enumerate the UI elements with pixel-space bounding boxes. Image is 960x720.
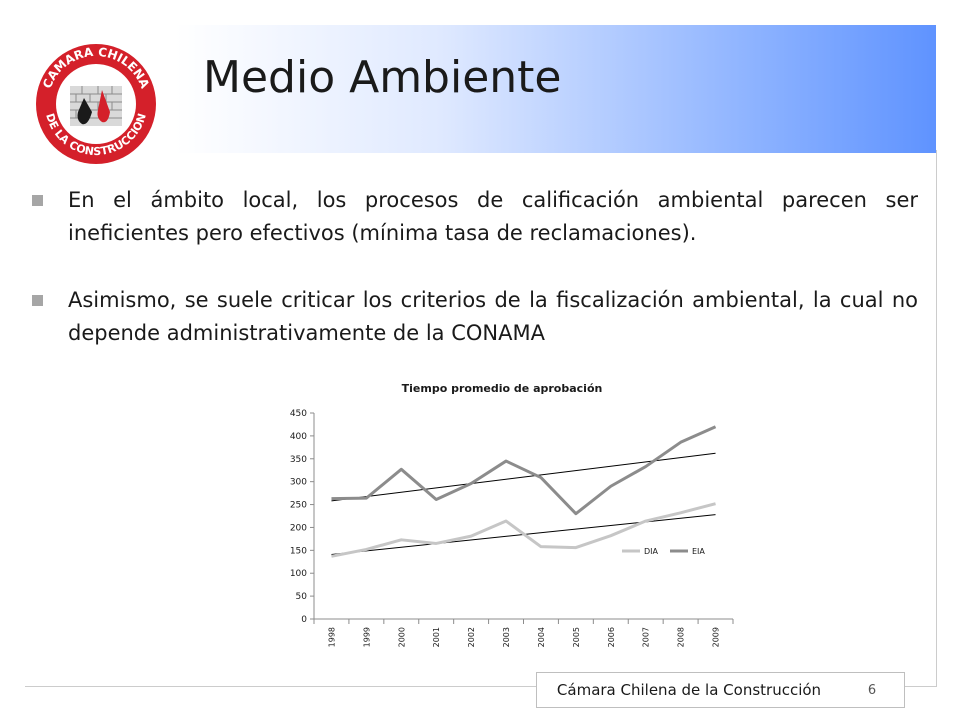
legend-label: DIA xyxy=(644,547,659,556)
bullet-text: Asimismo, se suele criticar los criterio… xyxy=(68,288,918,345)
x-tick-label: 2008 xyxy=(677,627,686,647)
slide-title: Medio Ambiente xyxy=(203,52,562,103)
y-tick-label: 300 xyxy=(290,478,307,488)
frame-bottom-rule xyxy=(25,686,937,687)
x-tick-label: 2002 xyxy=(467,627,476,647)
y-tick-label: 100 xyxy=(290,569,307,579)
x-tick-label: 2006 xyxy=(607,627,616,647)
chart-series xyxy=(331,425,717,558)
plumb-bob-icon xyxy=(97,90,110,123)
y-tick-label: 50 xyxy=(296,592,308,602)
x-tick-label: 2003 xyxy=(502,627,511,647)
chart-axes: 0 50 100 150 200 250 300 350 400 450 1998 1999 2000 2… xyxy=(290,409,734,647)
y-tick-label: 150 xyxy=(290,546,307,556)
brick-wall-icon xyxy=(70,86,122,126)
series-line-eia xyxy=(331,425,717,516)
chart-legend: DIA EIA xyxy=(622,547,705,556)
x-tick-label: 1999 xyxy=(362,627,371,647)
bullet-item: Asimismo, se suele criticar los criterio… xyxy=(28,284,918,350)
trendline-eia xyxy=(331,452,716,502)
approval-time-chart: Tiempo promedio de aprobación 0 50 100 150 2… xyxy=(290,382,734,647)
title-banner xyxy=(175,25,936,153)
bullet-list: En el ámbito local, los procesos de cali… xyxy=(28,184,918,384)
x-tick-label: 1998 xyxy=(327,627,336,647)
legend-label: EIA xyxy=(692,547,705,556)
chart-title: Tiempo promedio de aprobación xyxy=(402,382,603,395)
bullet-item: En el ámbito local, los procesos de cali… xyxy=(28,184,918,250)
square-bullet-icon xyxy=(32,195,43,206)
square-bullet-icon xyxy=(32,295,43,306)
y-tick-label: 450 xyxy=(290,409,307,419)
x-tick-label: 2001 xyxy=(432,627,441,647)
y-tick-label: 0 xyxy=(301,615,307,625)
y-tick-label: 250 xyxy=(290,501,307,511)
x-tick-label: 2009 xyxy=(712,627,721,647)
y-tick-label: 400 xyxy=(290,432,307,442)
x-tick-label: 2007 xyxy=(642,627,651,647)
footer-organization: Cámara Chilena de la Construcción xyxy=(536,672,842,708)
y-tick-label: 200 xyxy=(290,523,307,533)
bullet-text: En el ámbito local, los procesos de cali… xyxy=(68,188,918,245)
frame-right-rule xyxy=(936,150,937,686)
x-tick-label: 2004 xyxy=(537,627,546,647)
x-tick-label: 2005 xyxy=(572,627,581,647)
x-tick-label: 2000 xyxy=(397,627,406,647)
camara-chilena-logo: CAMARA CHILENA DE LA CONSTRUCCION xyxy=(34,42,158,166)
series-line-dia xyxy=(331,502,716,558)
y-tick-label: 350 xyxy=(290,455,307,465)
page-number: 6 xyxy=(840,672,905,708)
trowel-icon xyxy=(77,98,92,125)
